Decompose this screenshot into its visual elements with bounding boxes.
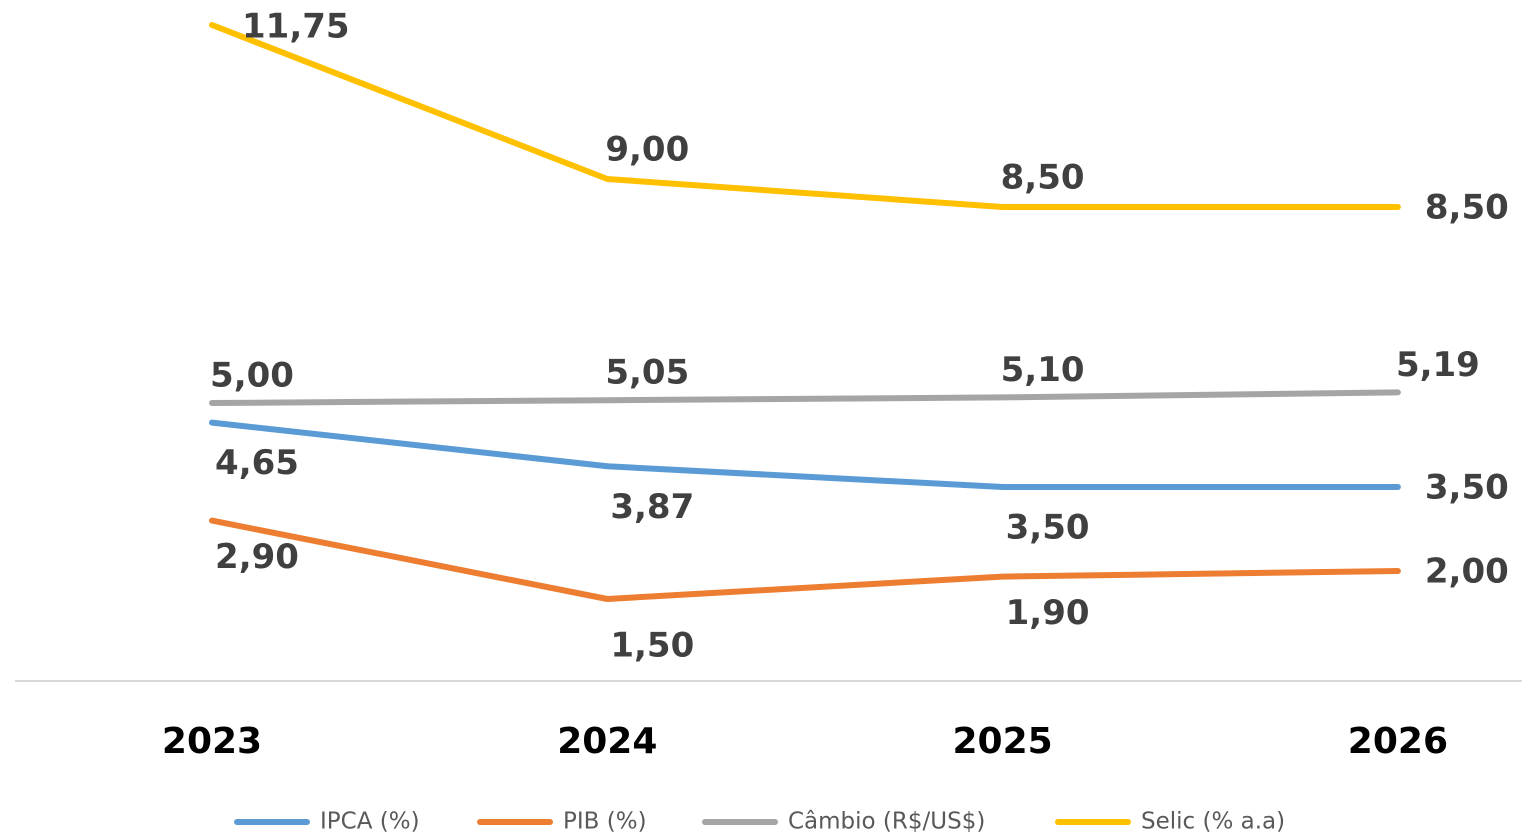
data-label: 5,10 (1001, 350, 1085, 390)
legend-label: PIB (%) (563, 809, 647, 835)
data-label: 5,05 (605, 353, 689, 393)
data-label: 5,00 (210, 356, 294, 396)
data-label: 2,90 (215, 537, 299, 577)
data-label: 11,75 (242, 7, 350, 47)
data-label: 9,00 (605, 130, 689, 170)
legend-label: Câmbio (R$/US$) (788, 809, 985, 835)
data-label: 3,87 (610, 487, 694, 527)
data-label: 3,50 (1425, 468, 1509, 508)
series-line (209, 22, 1401, 210)
data-label: 5,19 (1396, 345, 1480, 385)
data-label: 3,50 (1006, 508, 1090, 548)
x-tick-label: 2025 (952, 721, 1052, 762)
data-label: 8,50 (1425, 188, 1509, 228)
data-label: 4,65 (215, 443, 299, 483)
x-tick-label: 2023 (162, 721, 262, 762)
data-label: 2,00 (1425, 552, 1509, 592)
series-line (209, 389, 1401, 406)
x-tick-label: 2026 (1348, 721, 1448, 762)
data-label: 8,50 (1001, 158, 1085, 198)
legend-label: Selic (% a.a) (1141, 809, 1285, 835)
legend-label: IPCA (%) (320, 809, 420, 835)
data-label: 1,50 (610, 626, 694, 666)
x-tick-label: 2024 (557, 721, 657, 762)
series-line (209, 517, 1401, 602)
data-label: 1,90 (1006, 593, 1090, 633)
series-line (209, 419, 1401, 490)
